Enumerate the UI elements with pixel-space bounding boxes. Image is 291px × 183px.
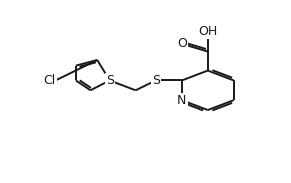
Text: OH: OH bbox=[198, 25, 217, 38]
Text: O: O bbox=[177, 37, 187, 50]
Text: N: N bbox=[177, 94, 187, 107]
Text: Cl: Cl bbox=[43, 74, 56, 87]
Text: S: S bbox=[106, 74, 114, 87]
Text: S: S bbox=[152, 74, 160, 87]
